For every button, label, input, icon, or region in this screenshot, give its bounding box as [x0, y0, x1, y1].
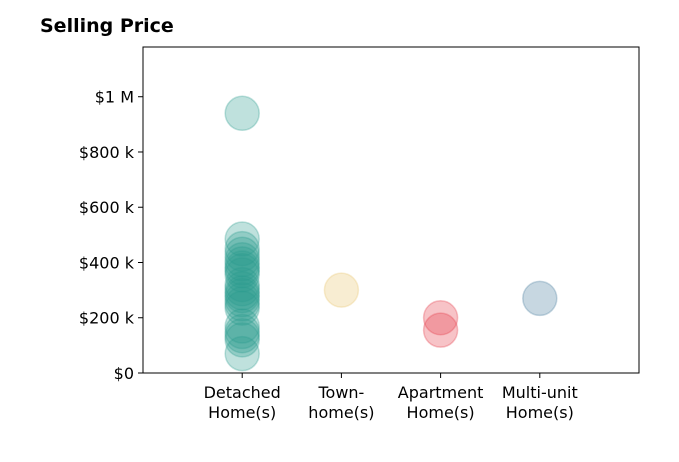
point-0-20 — [224, 335, 260, 372]
point-3-0 — [522, 280, 558, 317]
point-0-15 — [224, 290, 260, 326]
plot-frame — [142, 46, 640, 374]
chart-title: Selling Price — [40, 15, 174, 37]
y-tick-label-2: $400 k — [79, 253, 135, 272]
point-0-1 — [224, 221, 260, 257]
point-0-0 — [224, 95, 260, 132]
points-layer — [224, 95, 558, 372]
point-0-5 — [224, 246, 260, 282]
point-0-16 — [224, 308, 260, 344]
point-0-10 — [224, 270, 260, 307]
point-0-14 — [224, 286, 260, 322]
point-0-9 — [224, 266, 260, 303]
point-0-17 — [224, 313, 260, 350]
x-tick-label-1: Town-home(s) — [308, 383, 374, 422]
point-0-11 — [224, 275, 260, 311]
point-0-18 — [224, 317, 260, 354]
point-2-1 — [422, 312, 459, 348]
y-tick-label-5: $1 M — [95, 88, 134, 107]
point-0-8 — [224, 257, 260, 293]
y-tick-label-3: $600 k — [79, 198, 135, 217]
point-2-0 — [422, 300, 459, 336]
point-0-4 — [224, 241, 260, 278]
point-0-13 — [224, 282, 260, 318]
point-0-7 — [224, 253, 260, 289]
point-0-19 — [224, 322, 260, 358]
x-axis: Detached Home(s) Town-home(s) Apartment Home… — [204, 373, 578, 422]
x-tick-label-3: Multi-unit Home(s) — [502, 383, 578, 422]
y-tick-label-4: $800 k — [79, 143, 135, 162]
point-0-6 — [224, 250, 260, 286]
y-tick-label-0: $0 — [114, 364, 134, 383]
point-0-2 — [224, 230, 260, 267]
x-tick-label-0: Detached Home(s) — [204, 383, 281, 422]
x-tick-label-2: Apartment Home(s) — [398, 383, 484, 422]
y-tick-label-1: $200 k — [79, 309, 135, 328]
point-0-3 — [224, 236, 260, 272]
point-1-0 — [323, 272, 360, 308]
point-0-12 — [224, 277, 260, 314]
y-axis: $0 $200 k $400 k $600 k $800 k $1 M — [79, 88, 143, 383]
